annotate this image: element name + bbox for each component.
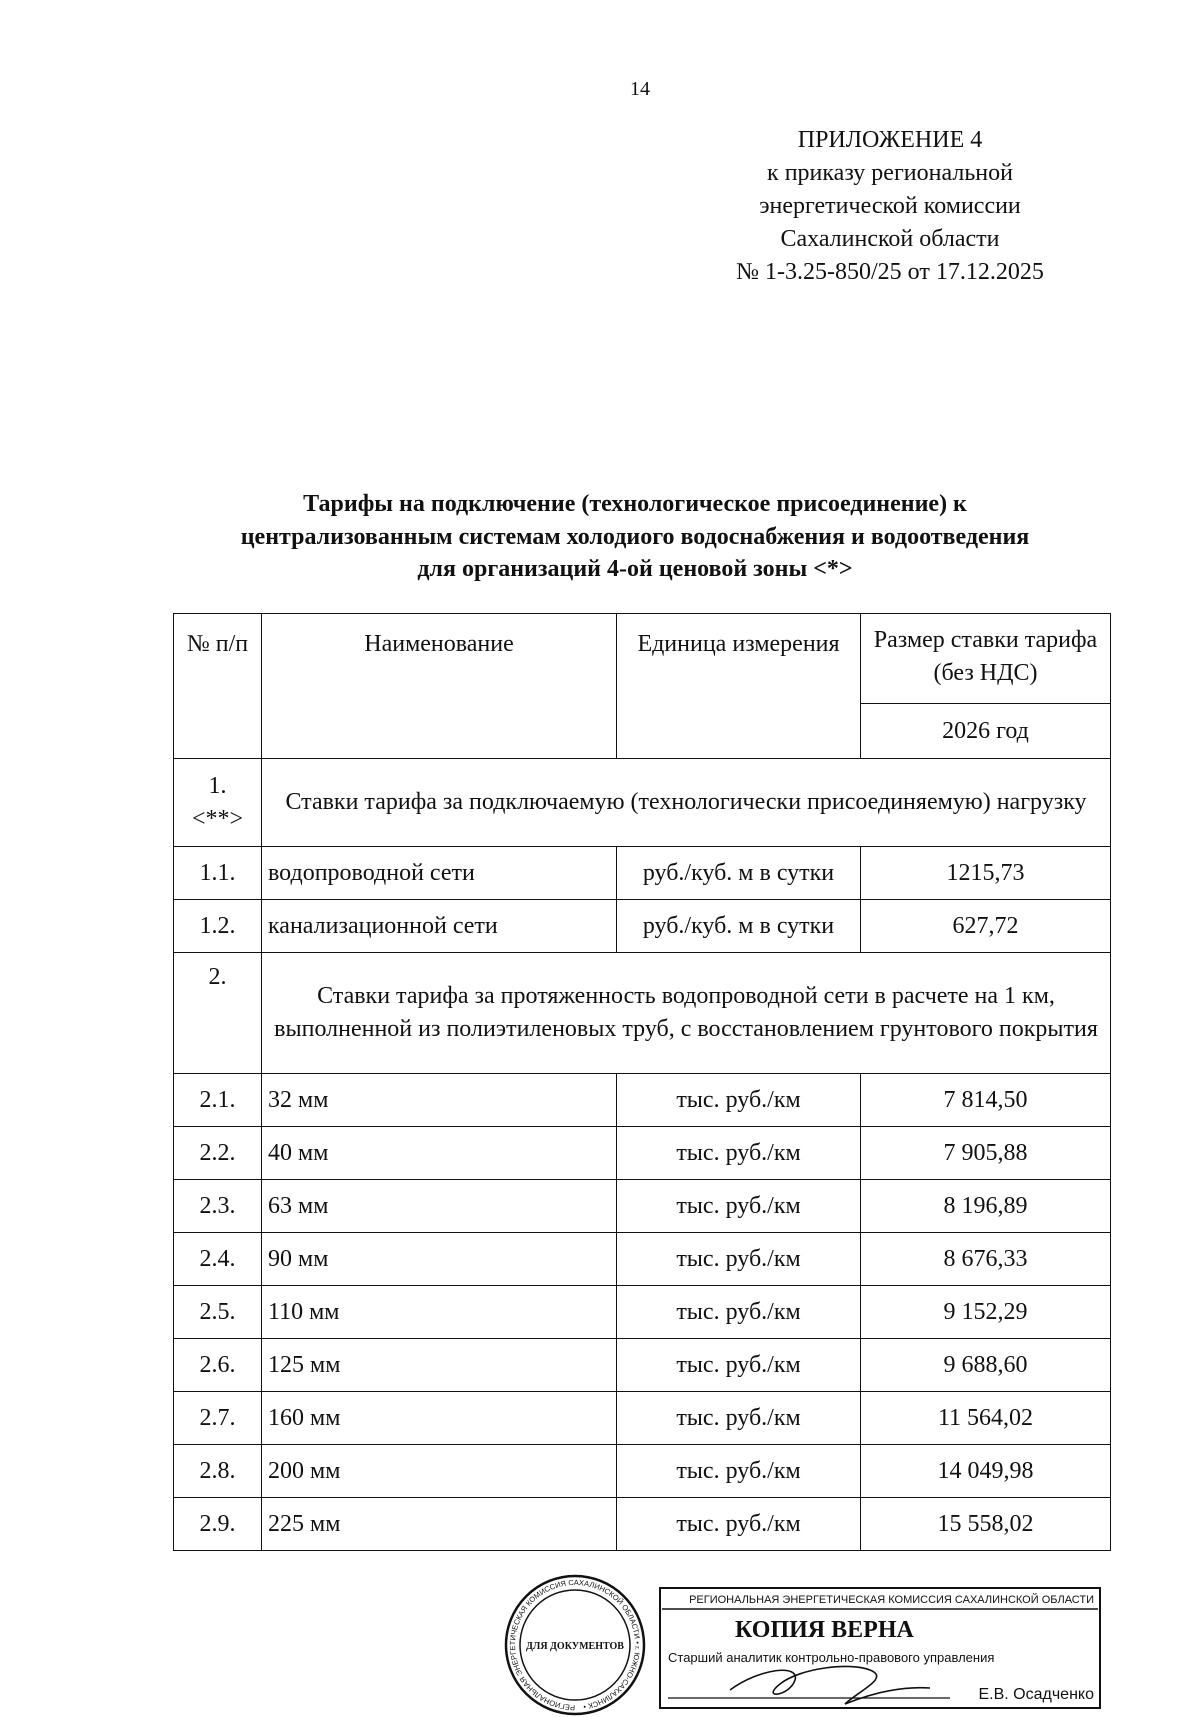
row-name: 63 мм [261, 1179, 617, 1233]
row-unit: тыс. руб./км [616, 1179, 861, 1233]
row-num: 1.2. [173, 899, 262, 953]
appendix-line: к приказу региональной [767, 160, 1013, 186]
row-unit: тыс. руб./км [616, 1126, 861, 1180]
row-name: 90 мм [261, 1232, 617, 1286]
signature [729, 1665, 931, 1705]
row-num: 2.9. [173, 1497, 262, 1551]
header-unit: Единица измерения [616, 613, 861, 759]
header-rate: Размер ставки тарифа (без НДС) [860, 613, 1111, 704]
section-title: Ставки тарифа за подключаемую (технологи… [261, 758, 1111, 847]
table-row: 2.6. 125 мм тыс. руб./км 9 688,60 [173, 1338, 1111, 1392]
table-row: 2.4. 90 мм тыс. руб./км 8 676,33 [173, 1232, 1111, 1286]
seal-center-text: ДЛЯ ДОКУМЕНТОВ [526, 1641, 624, 1652]
table-row: 1.1. водопроводной сети руб./куб. м в сутк… [173, 846, 1111, 900]
tariff-table: № п/п Наименование Единица измерения Раз… [173, 613, 1111, 1551]
row-value: 15 558,02 [860, 1497, 1111, 1551]
row-num: 2.1. [173, 1073, 262, 1127]
row-name: 160 мм [261, 1391, 617, 1445]
appendix-line: № 1-3.25-850/25 от 17.12.2025 [736, 259, 1044, 285]
row-name: 225 мм [261, 1497, 617, 1551]
row-name: 32 мм [261, 1073, 617, 1127]
table-row: 2.9. 225 мм тыс. руб./км 15 558,02 [173, 1497, 1111, 1551]
row-unit: тыс. руб./км [616, 1391, 861, 1445]
row-name: водопроводной сети [261, 846, 617, 900]
row-value: 8 196,89 [860, 1179, 1111, 1233]
table-row: 2.3. 63 мм тыс. руб./км 8 196,89 [173, 1179, 1111, 1233]
row-unit: руб./куб. м в сутки [616, 899, 861, 953]
row-unit: тыс. руб./км [616, 1497, 861, 1551]
section-num: 2. [173, 952, 262, 1074]
row-value: 7 905,88 [860, 1126, 1111, 1180]
row-num: 1.1. [173, 846, 262, 900]
round-seal [504, 1574, 646, 1716]
row-name: 40 мм [261, 1126, 617, 1180]
row-value: 11 564,02 [860, 1391, 1111, 1445]
row-value: 9 152,29 [860, 1285, 1111, 1339]
row-num: 2.6. [173, 1338, 262, 1392]
table-row: 2.1. 32 мм тыс. руб./км 7 814,50 [173, 1073, 1111, 1127]
header-name: Наименование [261, 613, 617, 759]
row-name: 110 мм [261, 1285, 617, 1339]
stamp-certified: КОПИЯ ВЕРНА [735, 1617, 914, 1643]
stamp-position: Старший аналитик контрольно-правового уп… [668, 1650, 994, 1665]
row-num: 2.2. [173, 1126, 262, 1180]
table-row: 2.2. 40 мм тыс. руб./км 7 905,88 [173, 1126, 1111, 1180]
row-num: 2.8. [173, 1444, 262, 1498]
appendix-line: ПРИЛОЖЕНИЕ 4 [797, 127, 983, 153]
row-name: 200 мм [261, 1444, 617, 1498]
row-name: канализационной сети [261, 899, 617, 953]
table-row: 2.7. 160 мм тыс. руб./км 11 564,02 [173, 1391, 1111, 1445]
row-value: 7 814,50 [860, 1073, 1111, 1127]
row-value: 8 676,33 [860, 1232, 1111, 1286]
stamp-org: РЕГИОНАЛЬНАЯ ЭНЕРГЕТИЧЕСКАЯ КОМИССИЯ САХ… [689, 1593, 1094, 1606]
row-unit: тыс. руб./км [616, 1232, 861, 1286]
section-title: Ставки тарифа за протяженность водопрово… [261, 952, 1111, 1074]
page-number: 14 [630, 78, 650, 100]
row-num: 2.5. [173, 1285, 262, 1339]
appendix-line: Сахалинской области [780, 226, 1000, 252]
title-line: Тарифы на подключение (технологическое п… [303, 491, 967, 517]
title-line: для организаций 4-ой ценовой зоны <*> [417, 556, 853, 582]
row-name: 125 мм [261, 1338, 617, 1392]
document-title: Тарифы на подключение (технологическое п… [150, 488, 1120, 586]
table-row: 1.2. канализационной сети руб./куб. м в су… [173, 899, 1111, 953]
row-unit: тыс. руб./км [616, 1444, 861, 1498]
row-unit: тыс. руб./км [616, 1073, 861, 1127]
appendix-line: энергетической комиссии [759, 193, 1021, 219]
appendix-header: ПРИЛОЖЕНИЕ 4 к приказу региональной энер… [660, 124, 1120, 289]
row-unit: тыс. руб./км [616, 1338, 861, 1392]
row-value: 9 688,60 [860, 1338, 1111, 1392]
row-value: 1215,73 [860, 846, 1111, 900]
table-row: 2.5. 110 мм тыс. руб./км 9 152,29 [173, 1285, 1111, 1339]
row-num: 2.7. [173, 1391, 262, 1445]
table-row: 2.8. 200 мм тыс. руб./км 14 049,98 [173, 1444, 1111, 1498]
row-num: 2.4. [173, 1232, 262, 1286]
row-num: 2.3. [173, 1179, 262, 1233]
stamp-name: Е.В. Осадченко [978, 1686, 1094, 1703]
row-value: 14 049,98 [860, 1444, 1111, 1498]
row-value: 627,72 [860, 899, 1111, 953]
title-line: централизованным системам холодиого водо… [240, 523, 1030, 550]
section-num: 1. <**> [173, 758, 262, 847]
seal-ring-text: РЕГИОНАЛЬНАЯ ЭНЕРГЕТИЧЕСКАЯ КОМИССИЯ САХ… [508, 1578, 642, 1712]
header-num: № п/п [173, 613, 262, 759]
copy-stamp-frame [659, 1587, 1101, 1709]
header-year: 2026 год [860, 703, 1111, 759]
row-unit: руб./куб. м в сутки [616, 846, 861, 900]
row-unit: тыс. руб./км [616, 1285, 861, 1339]
